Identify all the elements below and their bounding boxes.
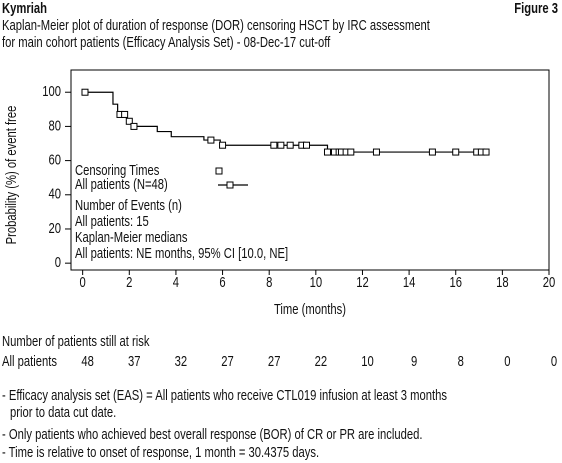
risk-count: 9 (411, 352, 417, 369)
censor-mark (130, 122, 138, 130)
y-tick-label: 60 (48, 151, 61, 168)
x-tick-label: 2 (126, 273, 132, 290)
censor-mark (277, 141, 285, 149)
x-tick-label: 18 (496, 273, 509, 290)
y-tick-label: 100 (42, 83, 61, 100)
risk-count: 27 (221, 352, 234, 369)
legend-title: Censoring Times (75, 161, 160, 178)
x-tick-label: 14 (403, 273, 416, 290)
censor-mark (207, 136, 215, 144)
product-name: Kymriah (2, 0, 47, 16)
censor-mark (372, 148, 380, 156)
risk-count: 37 (128, 352, 141, 369)
x-axis-label: Time (months) (274, 300, 346, 317)
plot-frame (70, 69, 550, 271)
censor-mark (323, 148, 331, 156)
censor-mark (270, 141, 278, 149)
y-axis-label: Probability (%) of event free (2, 106, 19, 245)
footnote: - Only patients who achieved best overal… (2, 425, 423, 442)
legend-marker (226, 181, 234, 189)
risk-count: 8 (458, 352, 464, 369)
legend-label: All patients (N=48) (75, 175, 168, 192)
chart-title: for main cohort patients (Efficacy Analy… (2, 33, 331, 50)
risk-count: 0 (504, 352, 510, 369)
x-tick-label: 10 (310, 273, 323, 290)
footnote: - Efficacy analysis set (EAS) = All pati… (2, 386, 447, 403)
x-tick-label: 12 (356, 273, 369, 290)
x-tick-label: 0 (80, 273, 86, 290)
censor-mark (219, 141, 227, 149)
x-tick-label: 20 (543, 273, 556, 290)
y-tick-label: 40 (48, 185, 61, 202)
risk-table-label: All patients (2, 352, 57, 369)
annotation: All patients: 15 (75, 212, 149, 229)
y-tick-label: 0 (55, 254, 61, 271)
censor-mark (452, 148, 460, 156)
annotation: Number of Events (n) (75, 196, 182, 213)
censor-mark (347, 148, 355, 156)
risk-count: 48 (81, 352, 94, 369)
annotation: All patients: NE months, 95% CI [10.0, N… (75, 244, 288, 261)
y-tick-label: 20 (48, 219, 61, 236)
risk-table-title: Number of patients still at risk (2, 332, 150, 349)
censor-mark (81, 88, 89, 96)
legend-marker (215, 167, 223, 175)
risk-count: 0 (551, 352, 557, 369)
censor-mark (121, 110, 129, 118)
risk-count: 22 (315, 352, 328, 369)
footnote: prior to data cut date. (10, 403, 116, 420)
x-tick-label: 8 (266, 273, 272, 290)
footnote: - Time is relative to onset of response,… (2, 443, 319, 460)
x-tick-label: 16 (449, 273, 462, 290)
censor-mark (125, 117, 133, 125)
km-curve (82, 91, 489, 153)
censor-mark (286, 141, 294, 149)
chart-title: Kaplan-Meier plot of duration of respons… (2, 16, 430, 33)
figure-label: Figure 3 (514, 0, 558, 16)
risk-count: 32 (175, 352, 188, 369)
annotation: Kaplan-Meier medians (75, 228, 188, 245)
y-tick-label: 80 (48, 117, 61, 134)
x-tick-label: 6 (219, 273, 225, 290)
x-tick-label: 4 (173, 273, 179, 290)
censor-mark (428, 148, 436, 156)
censor-mark (303, 141, 311, 149)
risk-count: 27 (268, 352, 281, 369)
risk-count: 10 (361, 352, 374, 369)
censor-mark (482, 148, 490, 156)
